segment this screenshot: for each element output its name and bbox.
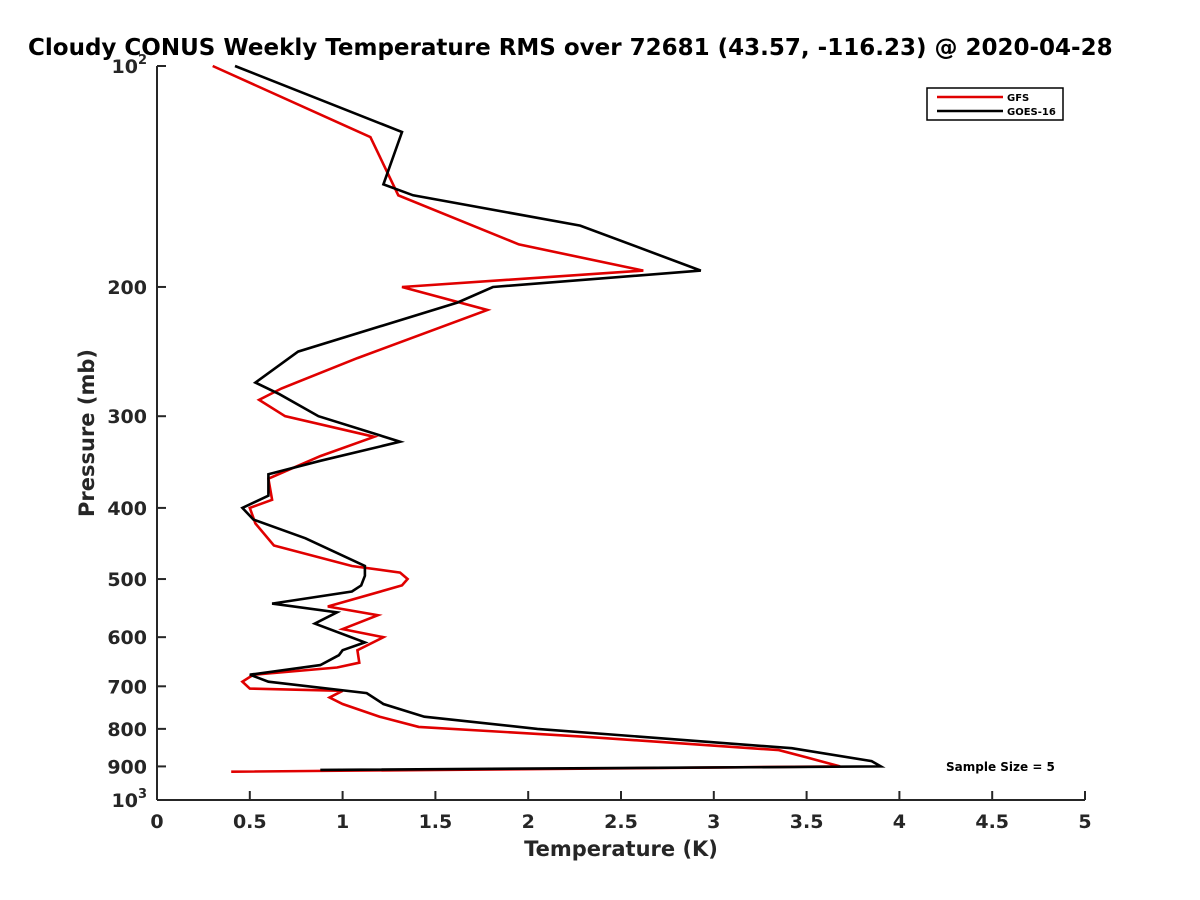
chart-title: Cloudy CONUS Weekly Temperature RMS over…	[28, 35, 1113, 61]
x-tick-label: 1	[336, 811, 349, 833]
series-line-goes-16	[234, 64, 886, 772]
x-tick-label: 2	[522, 811, 535, 833]
x-tick-label: 4	[893, 811, 906, 833]
y-tick-label: 900	[107, 756, 147, 778]
y-tick-label: 800	[107, 719, 147, 741]
series-line-gfs	[212, 64, 841, 773]
plot-lines	[212, 64, 886, 773]
legend-label-goes16: GOES-16	[1007, 107, 1056, 118]
x-tick-label: 0	[150, 811, 163, 833]
x-tick-label: 4.5	[975, 811, 1009, 833]
legend: GFS GOES-16	[926, 87, 1064, 121]
legend-box	[926, 87, 1064, 121]
x-axis-label: Temperature (K)	[524, 837, 718, 861]
x-tick-label: 2.5	[604, 811, 638, 833]
y-tick-label: 400	[107, 498, 147, 520]
y-tick-label: 700	[107, 676, 147, 698]
y-tick-label: 200	[107, 277, 147, 299]
y-ticks: 102 200 300 400 500 600 700 800 900 103	[107, 53, 166, 812]
x-tick-label: 3	[707, 811, 720, 833]
x-tick-label: 5	[1078, 811, 1091, 833]
x-tick-label: 0.5	[233, 811, 267, 833]
y-tick-label: 600	[107, 627, 147, 649]
sample-size-annotation: Sample Size = 5	[946, 760, 1055, 774]
y-tick-label: 500	[107, 569, 147, 591]
y-tick-label: 102	[112, 53, 148, 78]
x-ticks: 0 0.5 1 1.5 2 2.5 3 3.5 4 4.5 5	[150, 791, 1092, 833]
y-tick-label: 103	[112, 787, 148, 812]
x-tick-label: 1.5	[419, 811, 453, 833]
x-tick-label: 3.5	[790, 811, 824, 833]
axes: 0 0.5 1 1.5 2 2.5 3 3.5 4 4.5 5 102 200 300 400 500 600…	[107, 53, 1091, 833]
y-tick-label: 300	[107, 406, 147, 428]
y-axis-label: Pressure (mb)	[75, 349, 99, 517]
legend-label-gfs: GFS	[1007, 93, 1029, 104]
